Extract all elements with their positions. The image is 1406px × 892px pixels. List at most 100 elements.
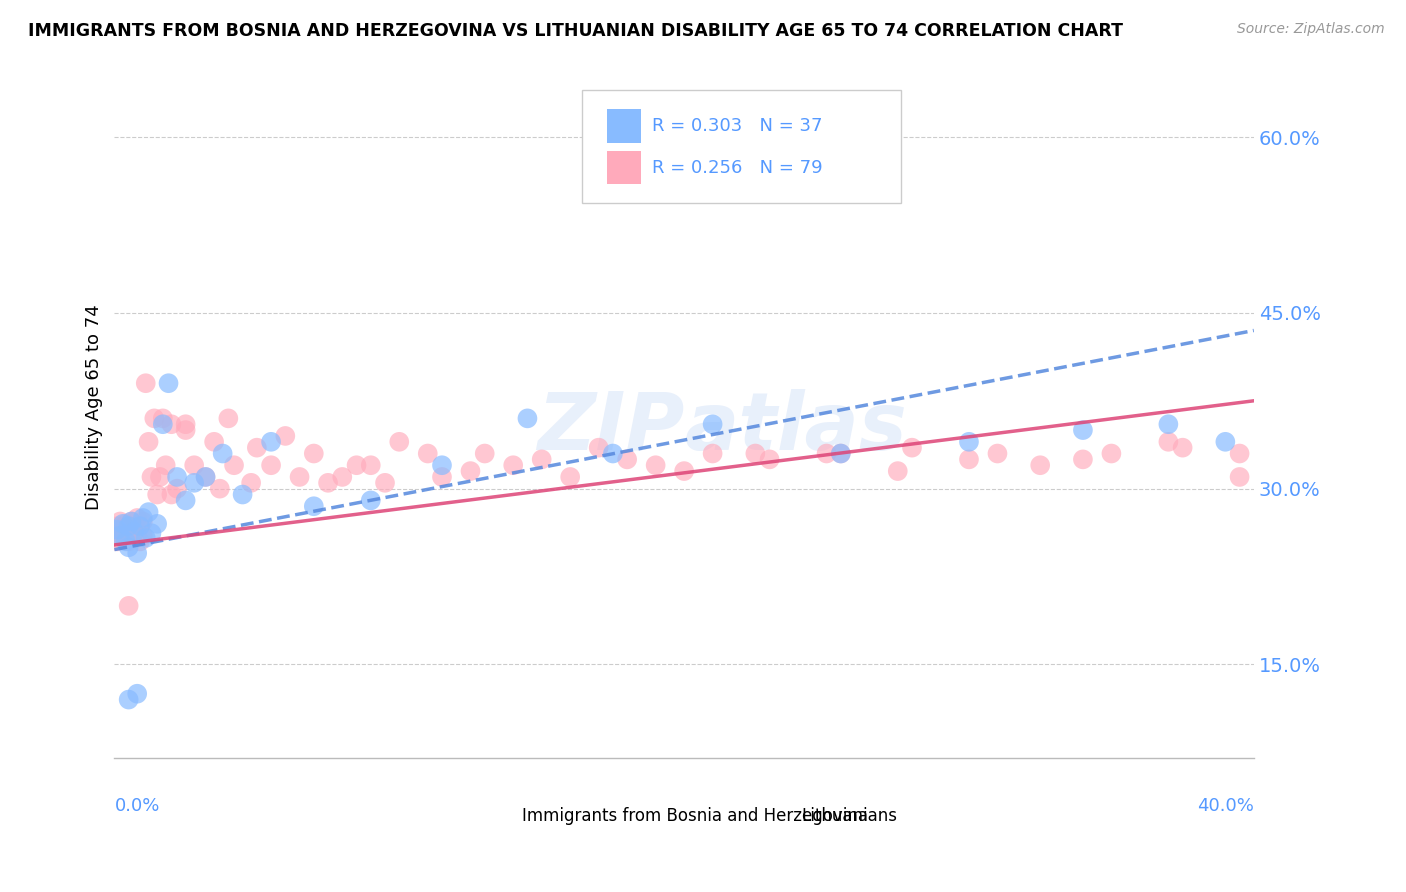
Point <box>155 458 177 473</box>
Point <box>588 441 610 455</box>
Point <box>202 434 225 449</box>
Point <box>174 423 197 437</box>
Point <box>986 446 1008 460</box>
Text: Source: ZipAtlas.com: Source: ZipAtlas.com <box>1237 22 1385 37</box>
Point <box>111 523 134 537</box>
Point <box>118 519 141 533</box>
Point <box>474 446 496 460</box>
Point <box>673 464 696 478</box>
Point <box>460 464 482 478</box>
Point <box>129 519 152 533</box>
Point <box>260 434 283 449</box>
Text: atlas: atlas <box>685 389 907 467</box>
Point <box>183 458 205 473</box>
Point <box>111 516 134 531</box>
Point <box>246 441 269 455</box>
Text: ZIP: ZIP <box>537 389 685 467</box>
Point <box>121 515 143 529</box>
Point <box>124 523 146 537</box>
Point <box>141 526 163 541</box>
Point <box>316 475 339 490</box>
Point <box>208 482 231 496</box>
Point <box>602 446 624 460</box>
Bar <box>606 110 641 143</box>
Point <box>118 692 141 706</box>
Point <box>111 531 134 545</box>
Point <box>1029 458 1052 473</box>
Point <box>616 452 638 467</box>
Bar <box>491 805 516 826</box>
Point <box>194 470 217 484</box>
Point <box>1229 446 1251 460</box>
Point <box>1157 417 1180 432</box>
Point <box>260 458 283 473</box>
Point <box>118 541 141 555</box>
Point <box>430 470 453 484</box>
Point <box>108 528 131 542</box>
Point <box>149 470 172 484</box>
Point <box>118 519 141 533</box>
Point <box>957 434 980 449</box>
Point <box>1157 434 1180 449</box>
Point <box>135 376 157 391</box>
Point <box>127 546 149 560</box>
Point <box>274 429 297 443</box>
Point <box>118 534 141 549</box>
Bar <box>769 805 794 826</box>
Point <box>957 452 980 467</box>
Point <box>194 470 217 484</box>
Point <box>416 446 439 460</box>
Text: Immigrants from Bosnia and Herzegovina: Immigrants from Bosnia and Herzegovina <box>522 806 869 825</box>
Point <box>105 534 128 549</box>
Point <box>121 515 143 529</box>
Point <box>127 687 149 701</box>
Bar <box>606 151 641 185</box>
Point <box>530 452 553 467</box>
Point <box>152 411 174 425</box>
Point <box>132 515 155 529</box>
Point <box>516 411 538 425</box>
Point <box>135 531 157 545</box>
Point <box>744 446 766 460</box>
Point <box>887 464 910 478</box>
Point <box>560 470 582 484</box>
Point <box>143 411 166 425</box>
Point <box>108 528 131 542</box>
Point <box>105 519 128 533</box>
Point <box>118 599 141 613</box>
Point <box>129 534 152 549</box>
Y-axis label: Disability Age 65 to 74: Disability Age 65 to 74 <box>86 304 103 509</box>
Point <box>830 446 852 460</box>
Point <box>1071 452 1094 467</box>
Point <box>138 434 160 449</box>
Point <box>152 417 174 432</box>
Point <box>346 458 368 473</box>
Point <box>702 417 724 432</box>
FancyBboxPatch shape <box>582 90 901 202</box>
Point <box>374 475 396 490</box>
Point <box>105 523 128 537</box>
Point <box>124 524 146 539</box>
Point <box>1171 441 1194 455</box>
Point <box>146 487 169 501</box>
Point <box>644 458 666 473</box>
Point <box>360 493 382 508</box>
Point <box>146 516 169 531</box>
Point <box>174 493 197 508</box>
Point <box>302 500 325 514</box>
Point <box>702 446 724 460</box>
Point <box>302 446 325 460</box>
Point <box>174 417 197 432</box>
Point <box>240 475 263 490</box>
Point <box>127 511 149 525</box>
Text: R = 0.256   N = 79: R = 0.256 N = 79 <box>652 159 823 177</box>
Point <box>217 411 239 425</box>
Point <box>830 446 852 460</box>
Text: IMMIGRANTS FROM BOSNIA AND HERZEGOVINA VS LITHUANIAN DISABILITY AGE 65 TO 74 COR: IMMIGRANTS FROM BOSNIA AND HERZEGOVINA V… <box>28 22 1123 40</box>
Point <box>132 511 155 525</box>
Point <box>114 526 136 541</box>
Point <box>157 376 180 391</box>
Point <box>121 528 143 542</box>
Point <box>160 417 183 432</box>
Point <box>388 434 411 449</box>
